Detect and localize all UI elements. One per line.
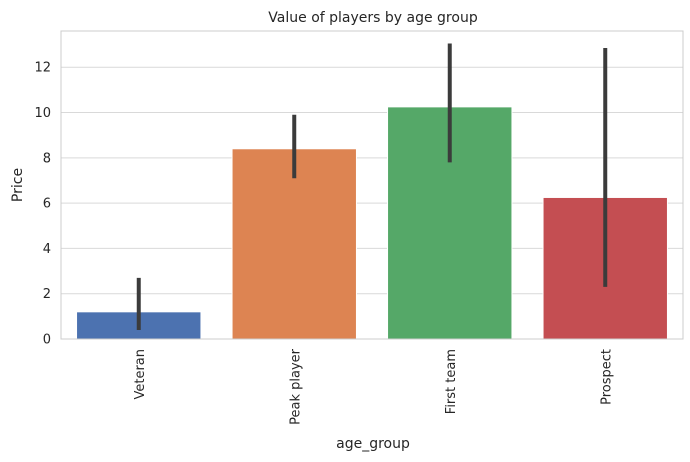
bar-peak-player — [231, 148, 357, 340]
error-bars-group — [136, 43, 608, 330]
y-tick-label: 0 — [43, 333, 51, 348]
grid-lines — [61, 66, 683, 340]
x-tick-label: Peak player — [288, 348, 303, 425]
x-tick-labels: Veteran Peak player First team Prospect — [133, 348, 615, 425]
y-tick-label: 12 — [34, 61, 51, 76]
y-tick-label: 10 — [34, 106, 51, 121]
y-axis-label: Price — [10, 168, 26, 202]
y-tick-label: 8 — [43, 151, 51, 166]
x-tick-label: Prospect — [599, 349, 614, 405]
x-tick-label: First team — [444, 349, 459, 414]
x-axis-label: age_group — [336, 436, 410, 452]
y-tick-labels: 0 2 4 6 8 10 12 — [34, 61, 51, 348]
chart-title: Value of players by age group — [268, 10, 478, 26]
y-tick-label: 6 — [43, 197, 51, 212]
bars-group — [76, 106, 668, 340]
x-tick-label: Veteran — [133, 349, 148, 400]
y-tick-label: 2 — [43, 287, 51, 302]
plot-frame — [60, 30, 684, 340]
y-tick-label: 4 — [43, 242, 51, 257]
